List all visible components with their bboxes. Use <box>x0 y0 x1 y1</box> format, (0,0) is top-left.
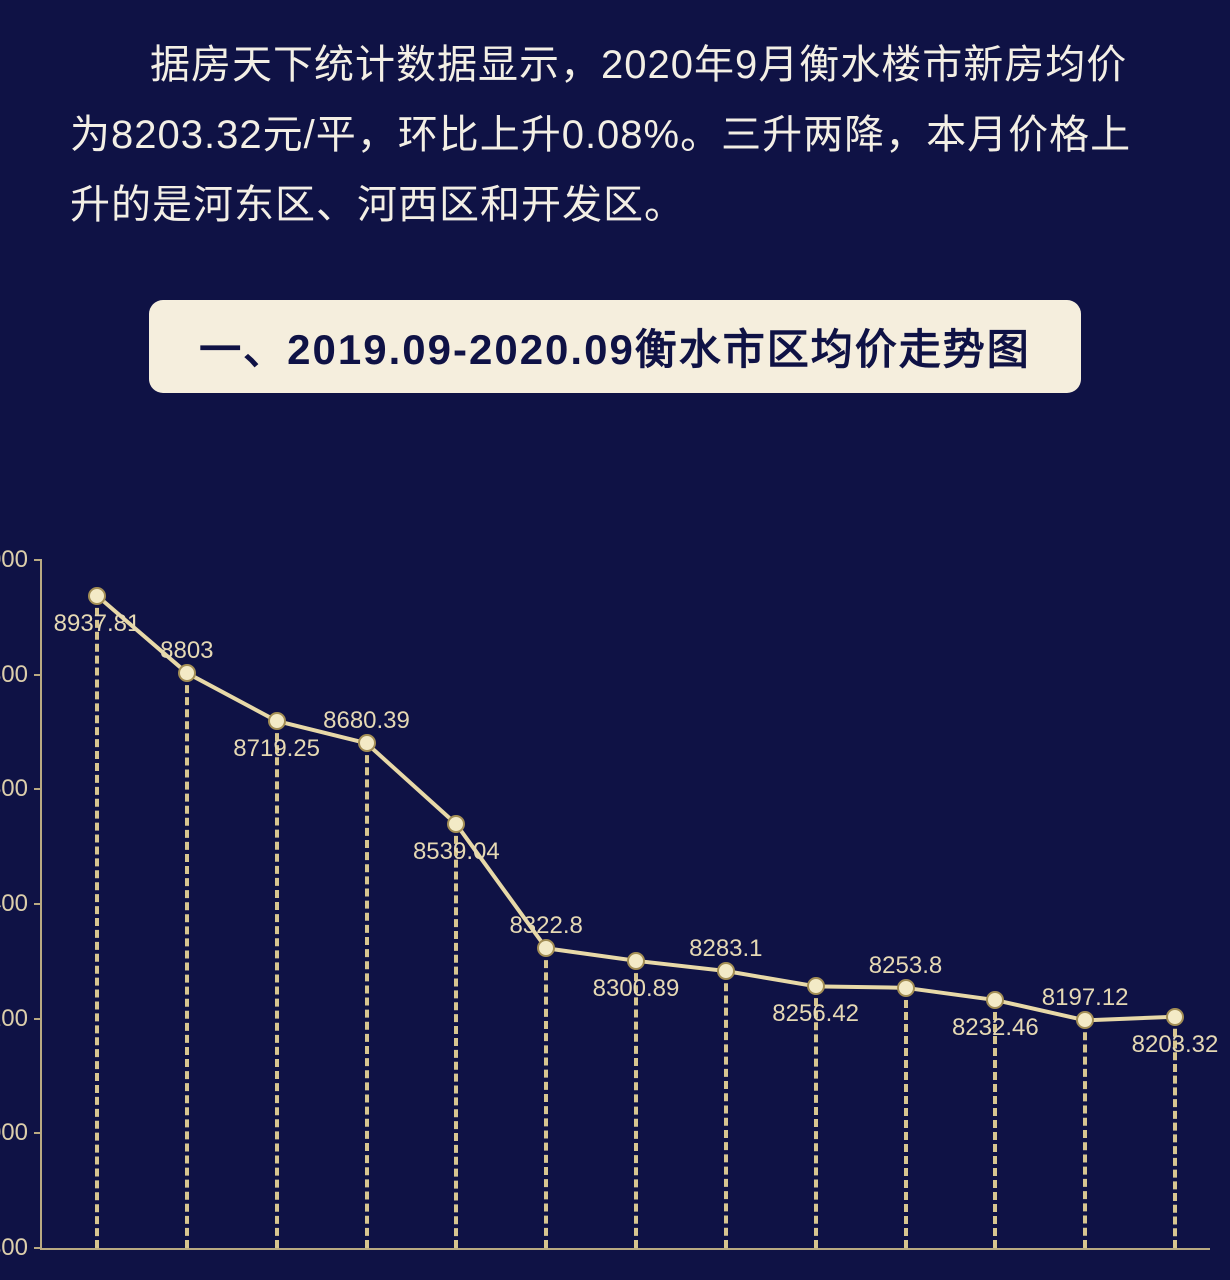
y-tick-label: 7800 <box>0 1234 28 1262</box>
data-point <box>537 939 555 957</box>
y-tick-label: 8800 <box>0 661 28 689</box>
data-point <box>1076 1011 1094 1029</box>
drop-line <box>544 948 548 1248</box>
data-point <box>627 952 645 970</box>
value-label: 8937.81 <box>54 610 141 638</box>
value-label: 8203.32 <box>1132 1031 1219 1059</box>
data-point <box>807 977 825 995</box>
drop-line <box>634 961 638 1248</box>
data-point <box>358 734 376 752</box>
price-trend-chart: 78008000820084008600880090009月10月11月12月1… <box>40 560 1210 1250</box>
drop-line <box>1083 1020 1087 1248</box>
drop-line <box>365 743 369 1248</box>
data-point <box>986 991 1004 1009</box>
value-label: 8680.39 <box>323 707 410 735</box>
value-label: 8256.42 <box>772 1000 859 1028</box>
section-title-wrap: 一、2019.09-2020.09衡水市区均价走势图 <box>0 300 1230 393</box>
value-label: 8300.89 <box>593 975 680 1003</box>
drop-line <box>185 673 189 1248</box>
chart-line <box>42 560 1210 1248</box>
drop-line <box>95 596 99 1248</box>
data-point <box>717 962 735 980</box>
y-tick-label: 8000 <box>0 1119 28 1147</box>
value-label: 8232.46 <box>952 1014 1039 1042</box>
y-tick-label: 8400 <box>0 890 28 918</box>
drop-line <box>275 721 279 1248</box>
drop-line <box>904 988 908 1248</box>
data-point <box>447 815 465 833</box>
data-point <box>897 979 915 997</box>
data-point <box>268 712 286 730</box>
section-title: 一、2019.09-2020.09衡水市区均价走势图 <box>149 300 1081 393</box>
y-tick-label: 9000 <box>0 546 28 574</box>
value-label: 8539.04 <box>413 838 500 866</box>
y-tick-label: 8200 <box>0 1005 28 1033</box>
value-label: 8197.12 <box>1042 984 1129 1012</box>
y-tick-label: 8600 <box>0 775 28 803</box>
value-label: 8803 <box>160 637 213 665</box>
value-label: 8283.1 <box>689 935 762 963</box>
value-label: 8253.8 <box>869 952 942 980</box>
drop-line <box>454 824 458 1248</box>
data-point <box>1166 1008 1184 1026</box>
drop-line <box>724 971 728 1248</box>
value-label: 8719.25 <box>233 735 320 763</box>
data-point <box>178 664 196 682</box>
value-label: 8322.8 <box>509 912 582 940</box>
intro-paragraph: 据房天下统计数据显示，2020年9月衡水楼市新房均价为8203.32元/平，环比… <box>0 0 1230 240</box>
data-point <box>88 587 106 605</box>
